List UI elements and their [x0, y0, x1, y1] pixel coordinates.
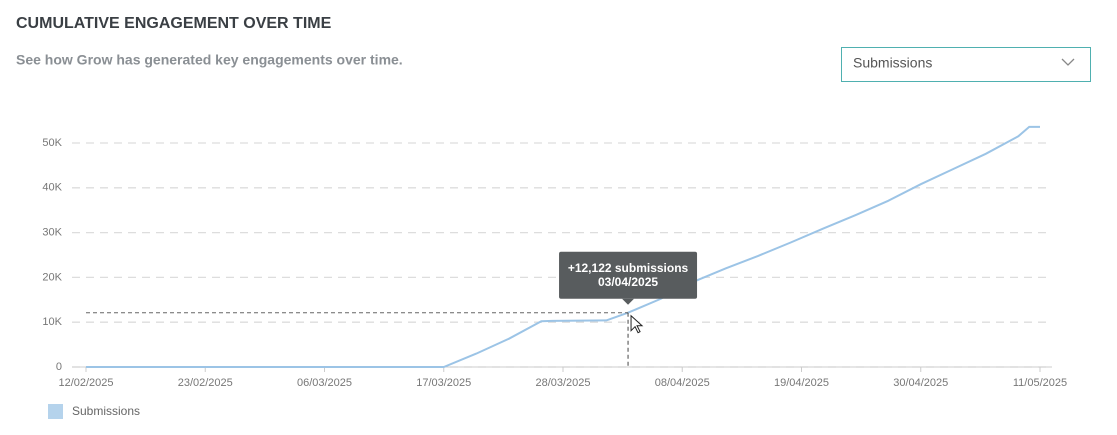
x-tick-label: 08/04/2025: [655, 377, 710, 389]
x-tick-label: 17/03/2025: [416, 377, 471, 389]
x-tick-label: 19/04/2025: [774, 377, 829, 389]
x-tick-label: 06/03/2025: [297, 377, 352, 389]
dropdown[interactable]: Submissions: [841, 47, 1091, 82]
x-tick-label: 30/04/2025: [893, 377, 948, 389]
tooltip-box: [559, 251, 698, 299]
y-tick-label: 30K: [42, 227, 62, 239]
y-tick-label: 0: [56, 361, 62, 373]
dropdown-text[interactable]: Submissions: [853, 55, 932, 71]
line: [86, 125, 1040, 368]
dropdown-chevron[interactable]: [1061, 58, 1075, 66]
x-tick-label: 12/02/2025: [58, 377, 113, 389]
legend-label[interactable]: Submissions: [72, 404, 140, 418]
cursor: [630, 314, 644, 334]
tooltip-date: 03/04/2025: [598, 275, 658, 289]
x-tick-label: 28/03/2025: [535, 377, 590, 389]
title: CUMULATIVE ENGAGEMENT OVER TIME: [16, 15, 332, 32]
legend-swatch[interactable]: [48, 404, 63, 419]
y-tick-label: 10K: [42, 316, 62, 328]
y-tick-label: 20K: [42, 271, 62, 283]
y-tick-label: 50K: [42, 137, 62, 149]
tooltip-text: +12,122 submissions: [568, 261, 689, 275]
subtitle: See how Grow has generated key engagemen…: [16, 52, 403, 68]
dropdown-box[interactable]: [841, 47, 1091, 82]
y-tick-label: 40K: [42, 182, 62, 194]
tooltip-pointer: [622, 298, 635, 305]
x-tick-label: 11/05/2025: [1013, 377, 1067, 389]
x-tick-label: 23/02/2025: [178, 377, 233, 389]
plot: 0 10K 20K 30K 40K 50K 12/02/2025 23/02/2025 06/0…: [42, 125, 1067, 389]
